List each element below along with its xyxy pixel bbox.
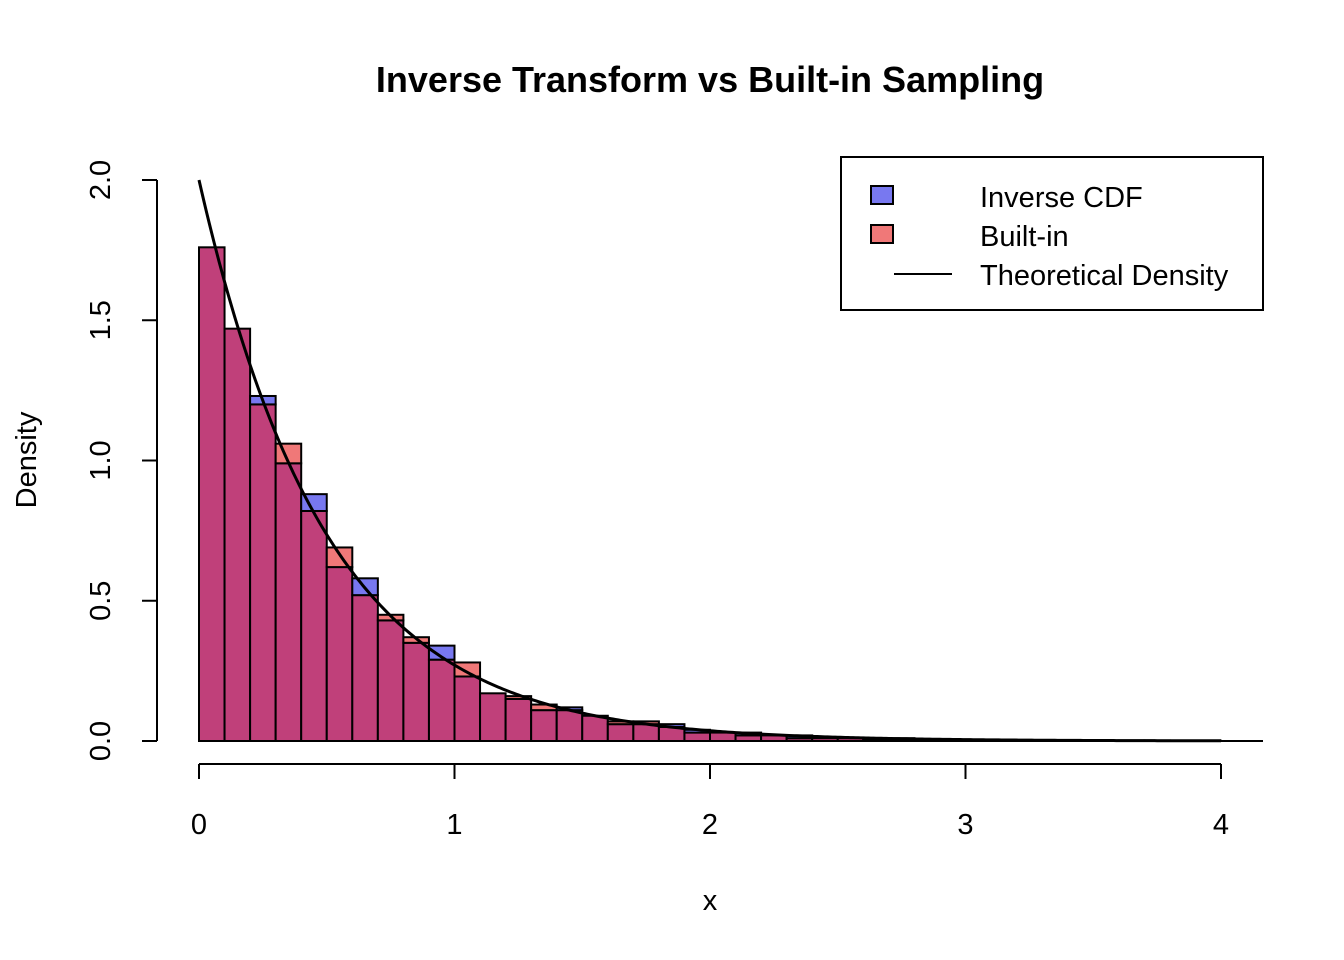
x-tick-label: 3 [957, 809, 973, 841]
bar-overlap [555, 709, 584, 743]
bars-group [198, 246, 1222, 743]
bar-overlap [479, 692, 507, 743]
y-tick-label: 1.5 [85, 300, 117, 340]
bar-overlap [606, 723, 635, 742]
bar-overlap [325, 566, 354, 743]
bar-overlap [376, 619, 405, 743]
bar-overlap [351, 594, 379, 743]
bar-overlap [453, 675, 482, 742]
bar-overlap [581, 714, 609, 743]
bar-overlap [223, 327, 252, 742]
bar-overlap [530, 709, 558, 743]
bar-overlap [427, 658, 456, 743]
bar-overlap [504, 697, 533, 742]
bar-built-in [325, 546, 354, 569]
y-tick-label: 0.0 [85, 721, 117, 761]
bar-built-in [453, 661, 482, 678]
bar-overlap [402, 641, 430, 743]
y-tick-label: 1.0 [85, 440, 117, 480]
bar-inverse-cdf [427, 644, 456, 661]
legend-swatch-built-in [870, 224, 894, 244]
legend-label-inverse-cdf: Inverse CDF [980, 182, 1143, 214]
x-axis: 0 1 2 3 4 [191, 763, 1229, 841]
bar-overlap [300, 509, 328, 742]
bar-overlap [709, 731, 737, 743]
x-tick-label: 0 [191, 809, 207, 841]
x-axis-label: x [703, 885, 718, 917]
bar-overlap [683, 731, 712, 743]
legend-swatch-inverse-cdf [870, 185, 894, 205]
y-tick-label: 2.0 [85, 160, 117, 200]
legend-box [840, 156, 1264, 311]
bar-overlap [198, 246, 226, 742]
x-tick-label: 1 [446, 809, 462, 841]
y-axis-label: Density [11, 411, 43, 508]
y-tick-label: 0.5 [85, 581, 117, 621]
bar-overlap [274, 462, 303, 742]
bar-overlap [249, 403, 277, 742]
legend-label-built-in: Built-in [980, 221, 1069, 253]
x-tick-label: 4 [1213, 809, 1229, 841]
x-tick-label: 2 [702, 809, 718, 841]
legend-label-theoretical-density: Theoretical Density [980, 260, 1229, 292]
y-axis: 0.0 0.5 1.0 1.5 2.0 [85, 160, 158, 761]
chart-title: Inverse Transform vs Built-in Sampling [376, 59, 1044, 100]
legend: Inverse CDF Built-in Theoretical Density [840, 156, 1264, 311]
